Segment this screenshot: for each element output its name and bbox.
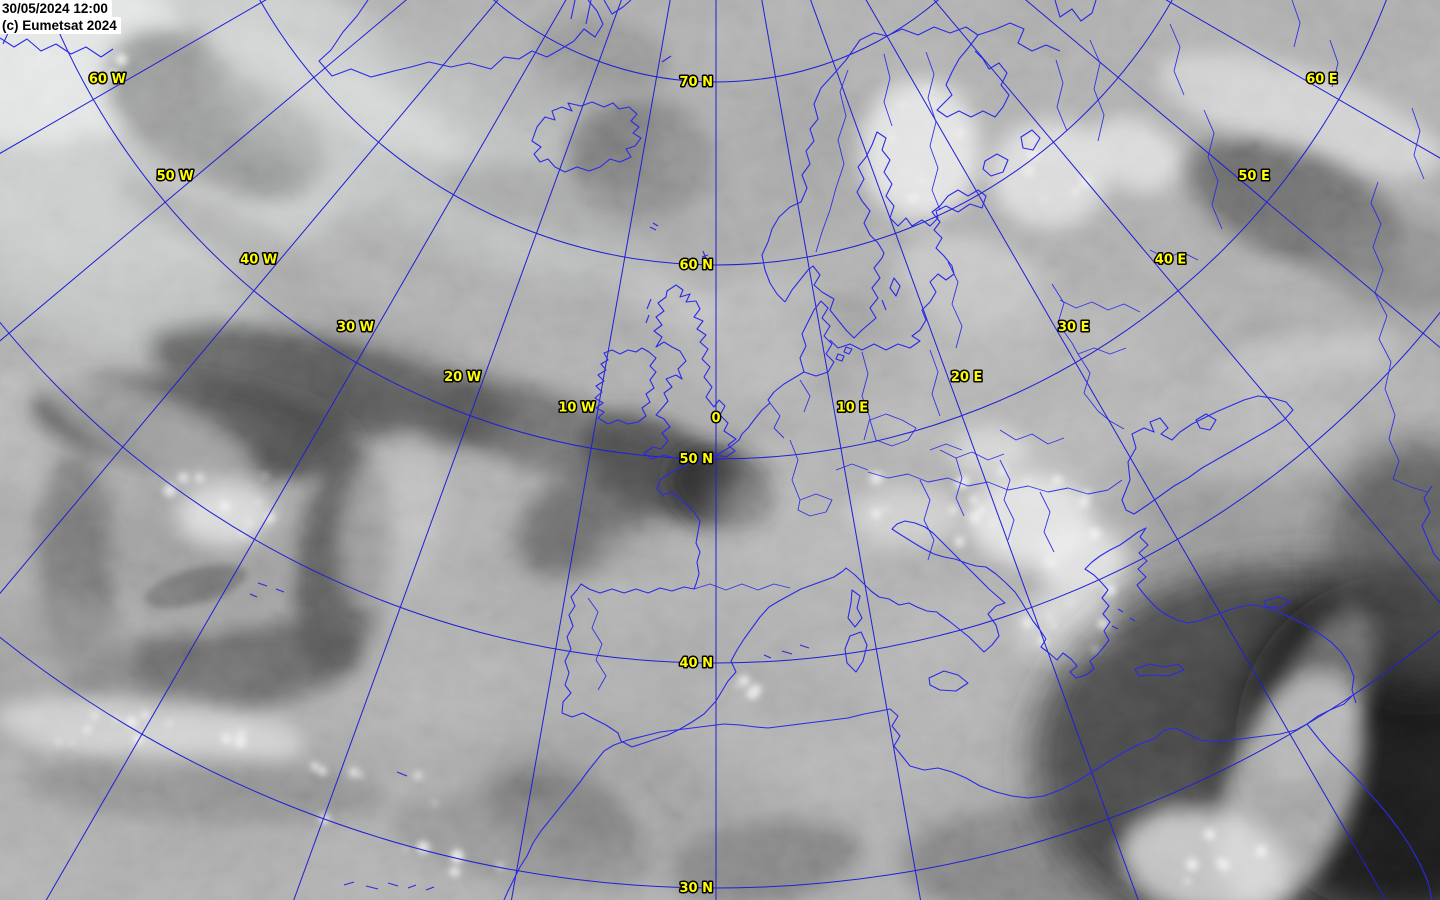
lon-label-50E: 50 E: [1238, 169, 1270, 184]
lon-label-40W: 40 W: [240, 252, 277, 267]
graticule-labels: 60 W 50 W 40 W 30 W 20 W 10 W 0 10 E 20 E 30 E 40 …: [87, 71, 1339, 898]
lon-label-60W: 60 W: [89, 72, 126, 87]
lat-label-50N: 50 N: [680, 452, 714, 467]
lon-label-20W: 20 W: [444, 370, 481, 385]
lon-label-60E: 60 E: [1306, 72, 1338, 87]
lat-label-40N: 40 N: [680, 656, 714, 671]
meridian-30E: [865, 0, 1387, 900]
meridian-50W: [0, 0, 407, 342]
meridian-10W: [510, 0, 671, 900]
lon-label-10W: 10 W: [558, 401, 595, 416]
meridian-20E: [810, 0, 1139, 900]
lon-label-30E: 30 E: [1058, 320, 1090, 335]
lon-label-50W: 50 W: [157, 169, 194, 184]
meridian-40W: [0, 0, 499, 595]
timestamp-label: 30/05/2024 12:00: [0, 0, 112, 17]
lat-label-60N: 60 N: [680, 258, 714, 273]
meridian-40E: [933, 0, 1440, 604]
lon-label-40E: 40 E: [1155, 252, 1187, 267]
image-stamp: 30/05/2024 12:00 (c) Eumetsat 2024: [0, 0, 121, 34]
copyright-label: (c) Eumetsat 2024: [0, 17, 121, 34]
lon-label-20E: 20 E: [951, 370, 983, 385]
lon-label-30W: 30 W: [337, 320, 374, 335]
lon-label-0: 0: [711, 411, 720, 426]
lat-label-30N: 30 N: [680, 881, 714, 896]
lat-label-70N: 70 N: [680, 75, 714, 90]
meridian-50E: [1025, 0, 1440, 349]
meridian-10E: [761, 0, 922, 900]
lon-label-10E: 10 E: [837, 401, 869, 416]
meridian-30W: [45, 0, 567, 900]
country-borders: [587, 0, 1428, 691]
meridian-20W: [293, 0, 622, 900]
